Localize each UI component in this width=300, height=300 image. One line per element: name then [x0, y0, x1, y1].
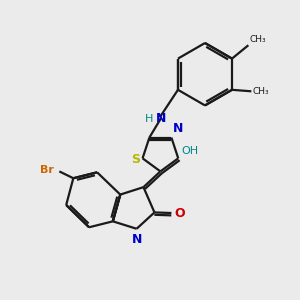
Text: N: N: [173, 122, 183, 134]
Text: N: N: [156, 112, 166, 125]
Text: N: N: [132, 233, 142, 246]
Text: OH: OH: [182, 146, 199, 156]
Text: CH₃: CH₃: [250, 35, 266, 44]
Text: O: O: [174, 206, 185, 220]
Text: Br: Br: [40, 165, 54, 175]
Text: H: H: [145, 114, 153, 124]
Text: S: S: [131, 153, 140, 166]
Text: CH₃: CH₃: [253, 87, 269, 96]
